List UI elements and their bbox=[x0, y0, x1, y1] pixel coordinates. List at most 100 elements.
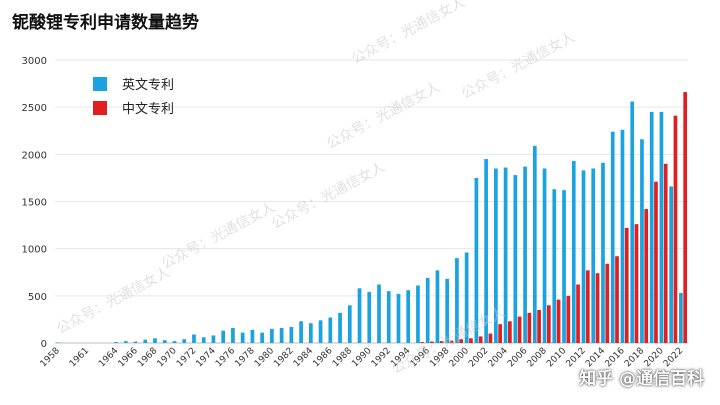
y-tick-label: 0 bbox=[41, 339, 47, 350]
x-tick-label: 1986 bbox=[311, 346, 334, 369]
x-tick-label: 2010 bbox=[545, 346, 568, 369]
bar-english bbox=[270, 328, 274, 343]
x-tick-label: 2008 bbox=[526, 346, 549, 369]
bar-english bbox=[435, 270, 440, 343]
bar-chinese bbox=[673, 115, 678, 343]
bar-english bbox=[474, 177, 479, 343]
bar-chinese bbox=[449, 340, 454, 343]
bar-english bbox=[532, 145, 537, 343]
bar-chinese bbox=[537, 309, 541, 343]
bar-english bbox=[542, 168, 547, 343]
bar-english bbox=[523, 166, 527, 343]
bar-english bbox=[133, 341, 138, 343]
bar-english bbox=[192, 334, 196, 343]
bar-chinese bbox=[478, 336, 483, 343]
bar-english bbox=[357, 288, 362, 343]
bar-chinese bbox=[615, 256, 619, 343]
bar-english bbox=[513, 175, 518, 343]
bar-english bbox=[620, 129, 625, 343]
bar-chinese bbox=[498, 324, 502, 343]
x-tick-label: 1972 bbox=[175, 346, 198, 369]
bar-english bbox=[318, 320, 323, 343]
bar-english bbox=[338, 312, 342, 343]
bar-chinese bbox=[624, 227, 629, 343]
bar-chinese bbox=[546, 305, 551, 343]
bar-english bbox=[308, 323, 313, 343]
bar-english bbox=[601, 162, 605, 343]
bar-chinese bbox=[439, 341, 444, 343]
bar-english bbox=[201, 337, 206, 343]
legend-label-english: 英文专利 bbox=[122, 78, 174, 93]
y-tick-label: 1000 bbox=[22, 245, 47, 256]
bar-english bbox=[445, 278, 450, 343]
bar-chinese bbox=[469, 338, 473, 343]
legend-swatch-english bbox=[93, 77, 107, 91]
x-tick-label: 1976 bbox=[214, 346, 237, 369]
bar-english bbox=[503, 167, 508, 343]
bars bbox=[55, 92, 688, 343]
bar-english bbox=[630, 101, 635, 343]
bar-english bbox=[162, 340, 167, 343]
bar-english bbox=[231, 327, 235, 343]
bar-english bbox=[347, 305, 352, 343]
bar-english bbox=[416, 285, 420, 343]
y-tick-label: 2500 bbox=[22, 103, 47, 114]
bar-chinese bbox=[459, 339, 464, 343]
y-tick-label: 2000 bbox=[22, 150, 47, 161]
bar-chinese bbox=[605, 263, 610, 343]
bar-english bbox=[377, 284, 381, 343]
bar-english bbox=[464, 252, 469, 343]
bar-chinese bbox=[654, 181, 658, 343]
bar-english bbox=[386, 291, 391, 343]
bar-chinese bbox=[634, 224, 639, 343]
bar-english bbox=[679, 293, 683, 343]
bar-english bbox=[396, 293, 401, 343]
bar-chinese bbox=[585, 270, 590, 343]
zhihu-brand-label: 知乎 @通信百科 bbox=[579, 369, 704, 389]
bar-chinese bbox=[595, 273, 600, 343]
x-tick-label: 1982 bbox=[272, 346, 295, 369]
x-tick-label: 1980 bbox=[253, 346, 276, 369]
bar-english bbox=[123, 341, 128, 343]
chart-title: 铌酸锂专利申请数量趋势 bbox=[12, 13, 199, 33]
bar-english bbox=[367, 292, 372, 343]
y-tick-label: 3000 bbox=[22, 56, 47, 67]
x-tick-label: 1961 bbox=[68, 346, 91, 369]
bar-english bbox=[425, 277, 430, 343]
bar-english bbox=[328, 317, 333, 343]
x-tick-label: 1974 bbox=[195, 346, 218, 369]
bar-chinese bbox=[420, 342, 425, 343]
x-tick-label: 1966 bbox=[117, 346, 140, 369]
bar-english bbox=[221, 330, 226, 343]
bar-english bbox=[552, 189, 557, 343]
bar-english bbox=[153, 338, 157, 343]
bar-english bbox=[659, 111, 664, 343]
bar-english bbox=[571, 160, 576, 343]
bar-chinese bbox=[556, 299, 561, 343]
x-tick-label: 1970 bbox=[156, 346, 179, 369]
bar-english bbox=[649, 111, 654, 343]
x-tick-label: 1968 bbox=[136, 346, 159, 369]
bar-chinese bbox=[488, 333, 493, 343]
bar-chinese bbox=[508, 321, 512, 343]
bar-english bbox=[455, 258, 459, 343]
bar-english bbox=[279, 327, 284, 343]
bar-english bbox=[640, 139, 644, 343]
bar-english bbox=[182, 339, 187, 343]
bar-chinese bbox=[430, 341, 434, 343]
bar-english bbox=[289, 326, 294, 343]
bar-english bbox=[240, 332, 245, 343]
bar-english bbox=[406, 290, 411, 343]
bar-english bbox=[484, 159, 488, 343]
bar-english bbox=[250, 329, 255, 343]
bar-english bbox=[610, 131, 615, 343]
x-tick-label: 1996 bbox=[409, 346, 432, 369]
bar-chinese bbox=[566, 295, 571, 343]
bar-chinese bbox=[683, 92, 688, 343]
x-tick-label: 1990 bbox=[350, 346, 373, 369]
y-tick-label: 1500 bbox=[22, 198, 47, 209]
x-tick-label: 1978 bbox=[233, 346, 256, 369]
x-tick-label: 1988 bbox=[331, 346, 354, 369]
x-tick-label: 1992 bbox=[370, 346, 393, 369]
